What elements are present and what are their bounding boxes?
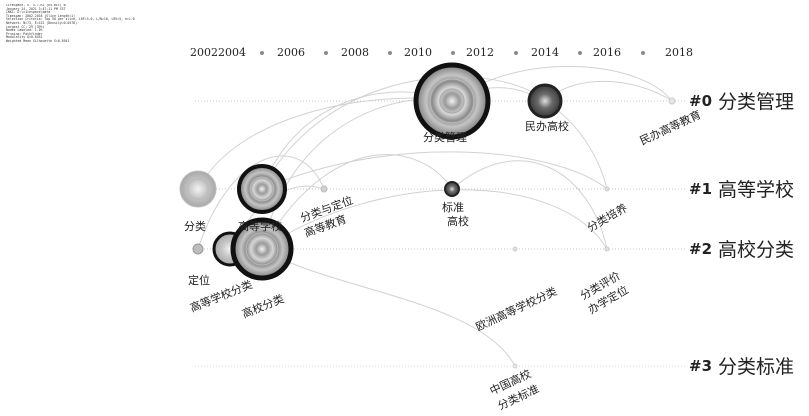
label-minban-gaoxiao: 民办高校 bbox=[525, 119, 569, 133]
cluster-1-id: #1 bbox=[689, 180, 712, 198]
label-fenlei: 分类 bbox=[184, 219, 206, 233]
link-arc bbox=[261, 154, 453, 250]
node-biaozhun[interactable] bbox=[444, 181, 460, 197]
year-label: 2008 bbox=[341, 46, 369, 59]
year-label: 2006 bbox=[277, 46, 305, 59]
cluster-0-id: #0 bbox=[689, 92, 712, 110]
cluster-3-name: 分类标准 bbox=[718, 356, 794, 378]
node-fenlei-yu-dingwei[interactable] bbox=[320, 185, 328, 193]
node-minban-gaoxiao[interactable] bbox=[527, 83, 563, 119]
node-ouzhou[interactable] bbox=[512, 246, 518, 252]
cluster-labels: #0 分类管理 #1 高等学校 #2 高校分类 #3 分类标准 bbox=[689, 91, 794, 378]
year-label-2002-2004: 20022004 bbox=[190, 46, 246, 59]
link-arc bbox=[261, 151, 608, 190]
year-tick-dot bbox=[578, 51, 582, 55]
cluster-3-nodes bbox=[512, 363, 518, 369]
cluster-2-nodes bbox=[192, 217, 610, 281]
label-dingwei: 定位 bbox=[188, 273, 210, 287]
label-ouzhou: 欧洲高等学校分类 bbox=[473, 284, 559, 334]
label-fenlei-guanli: 分类管理 bbox=[423, 130, 467, 144]
year-label: 2010 bbox=[404, 46, 432, 59]
label-gaoxiao: 高校 bbox=[447, 214, 469, 228]
cluster-1-name: 高等学校 bbox=[718, 179, 794, 201]
year-tick-dot bbox=[514, 51, 518, 55]
cluster-1-nodes bbox=[179, 164, 610, 214]
meta-line: Nodes Labeled: 1.0% bbox=[6, 28, 43, 33]
link-arc bbox=[451, 160, 608, 250]
node-fenlei-guanli[interactable] bbox=[413, 62, 491, 140]
year-tick-dot bbox=[260, 51, 264, 55]
meta-line: Largest CC: 29 (39%) bbox=[6, 24, 45, 29]
meta-line: Pruning: Pathfinder bbox=[6, 31, 43, 36]
node-minban-gaodeng-jiaoyu[interactable] bbox=[668, 97, 676, 105]
node-ring bbox=[429, 78, 475, 124]
year-label: 2012 bbox=[466, 46, 494, 59]
cluster-2-name: 高校分类 bbox=[718, 239, 794, 261]
year-tick-dot bbox=[641, 51, 645, 55]
meta-line: CNKI: D:\citespace\data bbox=[6, 10, 51, 15]
year-tick-dot bbox=[324, 51, 328, 55]
node-ring bbox=[249, 176, 275, 202]
link-arc bbox=[197, 155, 325, 250]
year-label: 2018 bbox=[665, 46, 693, 59]
cluster-2-id: #2 bbox=[689, 240, 712, 258]
node-fenlei[interactable] bbox=[179, 170, 217, 208]
node-ring bbox=[245, 232, 279, 266]
year-tick-dot bbox=[451, 51, 455, 55]
year-label: 2014 bbox=[531, 46, 559, 59]
meta-line: January 24, 2021 3:47:11 PM CST bbox=[6, 6, 66, 11]
node-ring bbox=[187, 178, 209, 200]
node-gaoxiao-fenlei[interactable] bbox=[230, 217, 294, 281]
label-gaoxiao-fenlei: 高校分类 bbox=[240, 291, 286, 320]
cluster-3-id: #3 bbox=[689, 357, 712, 375]
year-axis: 20022004 2006 2008 2010 2012 2014 2016 2… bbox=[190, 46, 693, 59]
cluster-0-name: 分类管理 bbox=[718, 91, 794, 113]
meta-line: CiteSpace, v. 5.7.R2 (64-bit) W bbox=[6, 4, 66, 7]
meta-line: Modularity Q=0.6451 bbox=[6, 35, 43, 40]
link-arc bbox=[544, 80, 673, 102]
link-arc bbox=[261, 189, 608, 250]
node-zhongguo-gaoxiao[interactable] bbox=[512, 363, 518, 369]
label-minban-gaodeng-jiaoyu: 民办高等教育 bbox=[637, 107, 703, 148]
meta-line: Weighted Mean Silhouette S=0.8941 bbox=[6, 38, 70, 43]
node-fenlei-pingjia[interactable] bbox=[604, 246, 610, 252]
year-label: 2016 bbox=[593, 46, 621, 59]
link-arc bbox=[261, 248, 516, 367]
label-gaodeng-xuexiao: 高等学校 bbox=[238, 219, 282, 233]
meta-line: Network: N=73, E=152 (Density=0.0578) bbox=[6, 20, 78, 25]
node-ring bbox=[439, 88, 465, 114]
meta-line: Timespan: 2002-2018 (Slice Length=1) bbox=[6, 13, 76, 18]
label-biaozhun: 标准 bbox=[442, 200, 464, 214]
analysis-metadata-text: CiteSpace, v. 5.7.R2 (64-bit) W January … bbox=[6, 4, 156, 44]
node-fenlei-peiyang[interactable] bbox=[604, 186, 610, 192]
link-arc bbox=[261, 76, 546, 190]
year-tick-dot bbox=[388, 51, 392, 55]
meta-line: Selection Criteria: Top 50 per slice, LR… bbox=[6, 17, 135, 22]
label-fenlei-peiyang: 分类培养 bbox=[585, 200, 630, 234]
node-dingwei[interactable] bbox=[192, 243, 204, 255]
node-gaodeng-xuexiao[interactable] bbox=[237, 164, 287, 214]
cluster-0-nodes bbox=[413, 62, 676, 140]
